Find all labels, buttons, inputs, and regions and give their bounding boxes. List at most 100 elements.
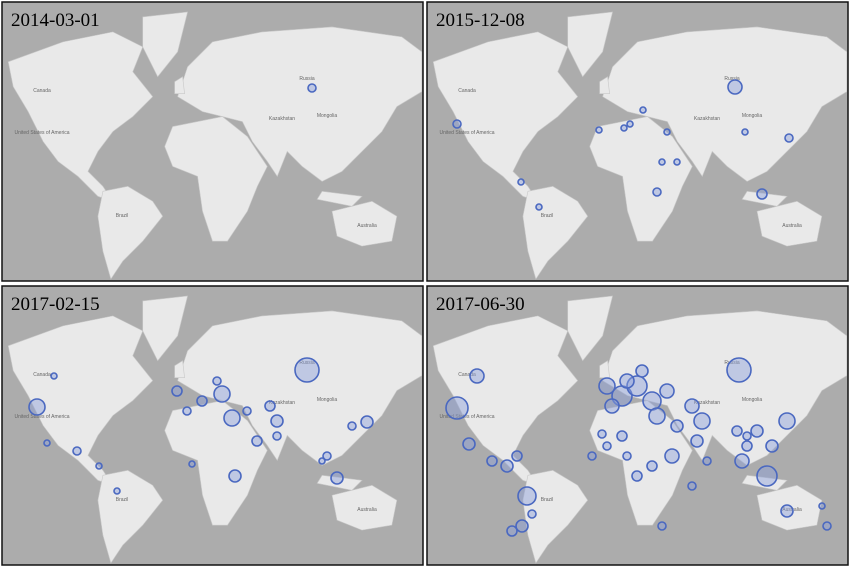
bubble bbox=[452, 119, 462, 129]
map-panel: Canada United States of America Brazil Russ… bbox=[426, 1, 849, 282]
bubble bbox=[527, 509, 537, 519]
bubble bbox=[626, 375, 648, 397]
country-label: Australia bbox=[782, 507, 802, 513]
bubble bbox=[213, 385, 231, 403]
bubble bbox=[652, 187, 662, 197]
country-label: Russia bbox=[724, 360, 740, 366]
bubble bbox=[587, 451, 597, 461]
bubble bbox=[690, 434, 704, 448]
country-label: Kazakhstan bbox=[694, 400, 720, 406]
bubble bbox=[702, 456, 712, 466]
bubble bbox=[635, 364, 649, 378]
bubble bbox=[598, 377, 616, 395]
country-label: Australia bbox=[782, 223, 802, 229]
panel-border bbox=[426, 285, 849, 566]
country-label: Australia bbox=[357, 507, 377, 513]
country-label: Canada bbox=[33, 372, 51, 378]
bubble bbox=[741, 128, 749, 136]
bubble bbox=[595, 126, 603, 134]
map-panel: Canada United States of America Brazil Russ… bbox=[1, 285, 424, 566]
bubble bbox=[756, 465, 778, 487]
map-panel: Canada United States of America Brazil Russ… bbox=[426, 285, 849, 566]
bubble bbox=[515, 519, 529, 533]
bubble bbox=[322, 451, 332, 461]
bubble bbox=[663, 128, 671, 136]
map-panel: Canada United States of America Brazil Russ… bbox=[1, 1, 424, 282]
bubble bbox=[511, 450, 523, 462]
country-label: Brazil bbox=[116, 213, 129, 219]
panel-date: 2014-03-01 bbox=[11, 10, 100, 31]
bubble bbox=[272, 431, 282, 441]
bubble bbox=[517, 486, 537, 506]
bubble bbox=[687, 481, 697, 491]
bubble bbox=[270, 414, 284, 428]
bubble bbox=[469, 368, 485, 384]
bubble bbox=[631, 470, 643, 482]
panel-date: 2017-06-30 bbox=[436, 294, 525, 315]
country-label: Brazil bbox=[116, 497, 129, 503]
panel-border bbox=[426, 1, 849, 282]
bubble bbox=[171, 385, 183, 397]
panel-border bbox=[1, 285, 424, 566]
bubble bbox=[597, 429, 607, 439]
panel-date: 2017-02-15 bbox=[11, 294, 100, 315]
bubble bbox=[517, 178, 525, 186]
bubble bbox=[765, 439, 779, 453]
bubble bbox=[727, 79, 743, 95]
panel-date: 2015-12-08 bbox=[436, 10, 525, 31]
country-label: Russia bbox=[299, 360, 315, 366]
bubble bbox=[28, 398, 46, 416]
bubble bbox=[693, 412, 711, 430]
bubble bbox=[242, 406, 252, 416]
bubble bbox=[659, 383, 675, 399]
bubble bbox=[50, 372, 58, 380]
bubble bbox=[756, 188, 768, 200]
bubble bbox=[673, 158, 681, 166]
country-label: Russia bbox=[724, 76, 740, 82]
country-label: Kazakhstan bbox=[694, 116, 720, 122]
bubble bbox=[113, 487, 121, 495]
country-label: Kazakhstan bbox=[269, 116, 295, 122]
bubble bbox=[307, 83, 317, 93]
bubble bbox=[604, 398, 620, 414]
country-label: Russia bbox=[299, 76, 315, 82]
bubble bbox=[486, 455, 498, 467]
country-label: Mongolia bbox=[317, 113, 338, 119]
bubble bbox=[445, 396, 469, 420]
bubble bbox=[223, 409, 241, 427]
bubble bbox=[620, 124, 628, 132]
bubble bbox=[500, 459, 514, 473]
bubble bbox=[535, 203, 543, 211]
bubble bbox=[43, 439, 51, 447]
bubble bbox=[360, 415, 374, 429]
bubble bbox=[639, 106, 647, 114]
country-label: United States of America bbox=[439, 414, 494, 420]
bubble bbox=[602, 441, 612, 451]
bubble bbox=[657, 521, 667, 531]
bubble bbox=[684, 398, 700, 414]
bubble bbox=[646, 460, 658, 472]
country-label: Kazakhstan bbox=[269, 400, 295, 406]
bubble bbox=[726, 357, 752, 383]
bubble bbox=[212, 376, 222, 386]
bubble bbox=[616, 430, 628, 442]
bubble bbox=[731, 425, 743, 437]
bubble bbox=[622, 451, 632, 461]
country-label: Canada bbox=[458, 372, 476, 378]
bubble bbox=[658, 158, 666, 166]
bubble bbox=[347, 421, 357, 431]
bubble bbox=[228, 469, 242, 483]
bubble bbox=[95, 462, 103, 470]
country-label: Mongolia bbox=[742, 397, 763, 403]
bubble bbox=[294, 357, 320, 383]
panel-border bbox=[1, 1, 424, 282]
bubble bbox=[784, 133, 794, 143]
country-label: United States of America bbox=[14, 414, 69, 420]
country-label: Canada bbox=[458, 88, 476, 94]
country-label: Mongolia bbox=[742, 113, 763, 119]
bubble bbox=[196, 395, 208, 407]
bubble bbox=[188, 460, 196, 468]
bubble bbox=[742, 431, 752, 441]
country-label: Australia bbox=[357, 223, 377, 229]
bubble bbox=[664, 448, 680, 464]
